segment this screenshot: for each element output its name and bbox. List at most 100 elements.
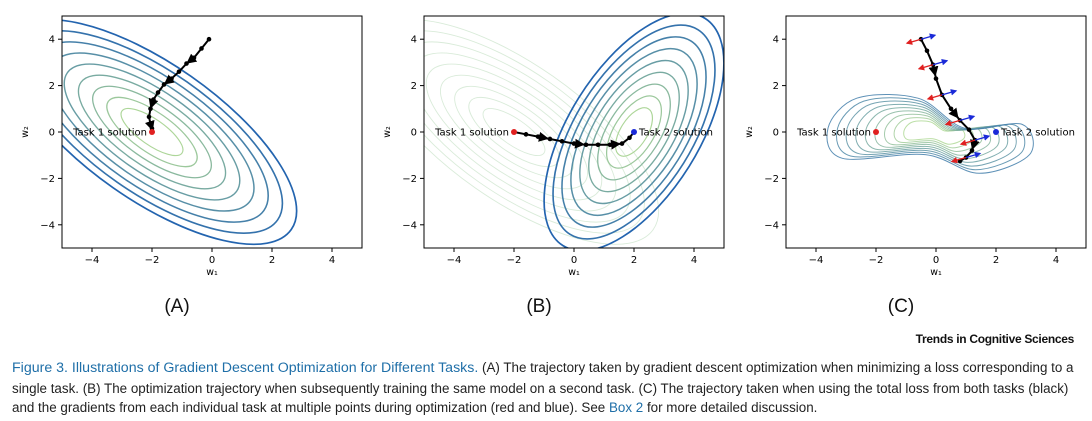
task1-gradient-arrow <box>944 119 961 127</box>
contour-plot-c: −4 −2 0 2 4 4 2 0 −2 −4 w₁ w₂ Task 1 solution Task 2 … <box>744 15 1087 278</box>
x-tick-label: 4 <box>329 255 335 266</box>
x-tick-label: −2 <box>869 255 884 266</box>
trajectory-arrow <box>186 53 198 64</box>
x-tick-label: 0 <box>933 255 939 266</box>
x-tick-label: 2 <box>993 255 999 266</box>
y-tick-label: −4 <box>40 220 55 231</box>
y-tick-label: 4 <box>773 35 779 46</box>
solution-label: Task 2 solution <box>638 128 713 139</box>
box-2-link[interactable]: Box 2 <box>608 400 644 415</box>
x-tick-label: −2 <box>507 255 522 266</box>
task2-gradient-arrow <box>941 89 958 96</box>
y-tick-label: 0 <box>49 128 55 139</box>
trajectory-point <box>206 36 212 42</box>
task1-gradient-arrow <box>950 156 967 164</box>
y-tick-label: −2 <box>40 174 55 185</box>
trajectory-arrow <box>609 139 621 150</box>
x-tick-label: −4 <box>809 255 824 266</box>
trajectory-arrow <box>948 107 959 119</box>
x-tick-label: 2 <box>631 255 637 266</box>
task2-gradient-arrow <box>920 33 937 40</box>
trajectory-point <box>933 76 939 81</box>
trajectory-arrow <box>163 74 175 85</box>
trajectory-point <box>176 69 182 74</box>
trajectory-point <box>523 132 529 137</box>
trajectory-point <box>146 114 152 120</box>
trajectory-arrow <box>970 139 980 151</box>
trajectory-arrow <box>573 138 585 149</box>
solution-label: Task 2 solution <box>1000 128 1075 139</box>
task2-gradient-arrow <box>959 114 976 122</box>
x-tick-label: 0 <box>571 255 577 266</box>
journal-branding: Trends in Cognitive Sciences <box>915 332 1075 346</box>
trajectory-point <box>199 46 204 51</box>
solution-label: Task 1 solution <box>72 128 147 139</box>
trajectory-point <box>966 127 972 132</box>
panel-label-b: (B) <box>526 296 552 317</box>
y-tick-label: 0 <box>773 128 779 139</box>
caption-text-2: for more detailed discussion. <box>643 400 818 415</box>
contour-lines <box>62 18 298 246</box>
x-axis-label: w₁ <box>930 267 942 278</box>
task1-gradient-arrow <box>917 64 934 71</box>
caption-text-1: (A) The trajectory taken by gradient des… <box>12 360 1074 415</box>
task1-gradient-arrow <box>959 139 976 146</box>
y-axis-label: w₂ <box>382 126 393 138</box>
x-axis-label: w₁ <box>206 267 218 278</box>
trajectory-arrow <box>537 131 549 142</box>
contour-lines <box>826 93 1034 174</box>
panel-label-c: (C) <box>887 296 915 317</box>
solution-label: Task 1 solution <box>434 128 509 139</box>
solution-point <box>511 129 517 135</box>
trajectory-arrow <box>148 97 159 109</box>
contour-plot-b: −4 −2 0 2 4 4 2 0 −2 −4 w₁ w₂ Task 1 solution Task 2 … <box>382 15 725 278</box>
x-axis-label: w₁ <box>568 267 580 278</box>
trajectory-point <box>619 141 625 146</box>
y-tick-label: 4 <box>411 35 417 46</box>
trajectory-point <box>924 48 930 54</box>
y-tick-label: 2 <box>49 81 55 92</box>
x-tick-label: 2 <box>269 255 275 266</box>
y-axis-label: w₂ <box>20 126 31 138</box>
trajectory-arrow <box>928 64 939 77</box>
solution-point <box>149 129 155 135</box>
trajectory-point <box>627 135 632 141</box>
trajectory-point <box>583 142 589 148</box>
task2-gradient-arrow <box>965 151 982 159</box>
trajectory-point <box>559 138 565 144</box>
y-tick-label: −2 <box>764 174 779 185</box>
y-tick-label: 2 <box>773 81 779 92</box>
contour-lines <box>424 16 724 248</box>
x-tick-label: 4 <box>691 255 697 266</box>
task2-gradient-arrow <box>974 134 991 141</box>
y-tick-label: −2 <box>402 174 417 185</box>
y-tick-label: −4 <box>402 220 417 231</box>
y-tick-label: 2 <box>411 81 417 92</box>
trajectory-point <box>155 90 161 95</box>
x-tick-label: 4 <box>1053 255 1059 266</box>
solution-point <box>873 129 879 135</box>
trajectory-point <box>547 136 553 142</box>
panel-b: −4 −2 0 2 4 4 2 0 −2 −4 w₁ w₂ Task 1 solution Task 2 … <box>376 4 736 284</box>
trajectory-arrow <box>144 119 155 131</box>
solution-point <box>631 129 637 135</box>
x-tick-label: −2 <box>145 255 160 266</box>
y-tick-label: −4 <box>764 220 779 231</box>
solution-point <box>993 129 999 135</box>
y-axis-label: w₂ <box>744 126 755 138</box>
task1-gradient-arrow <box>926 94 943 101</box>
x-tick-label: −4 <box>447 255 462 266</box>
trajectory-point <box>161 82 167 87</box>
contour-plot-a: −4 −2 0 2 4 4 2 0 −2 −4 w₁ w₂ Task 1 solution <box>20 15 363 278</box>
panel-label-a: (A) <box>164 296 190 317</box>
trajectory-point <box>969 148 975 153</box>
panel-a: −4 −2 0 2 4 4 2 0 −2 −4 w₁ w₂ Task 1 solution <box>14 4 374 284</box>
task1-gradient-arrow <box>905 38 922 45</box>
trajectory-point <box>148 106 153 112</box>
task2-gradient-arrow <box>932 59 949 66</box>
solution-label: Task 1 solution <box>796 128 871 139</box>
x-tick-label: −4 <box>85 255 100 266</box>
y-tick-label: 4 <box>49 35 55 46</box>
figure-title: Figure 3. Illustrations of Gradient Desc… <box>12 360 479 376</box>
x-tick-label: 0 <box>209 255 215 266</box>
